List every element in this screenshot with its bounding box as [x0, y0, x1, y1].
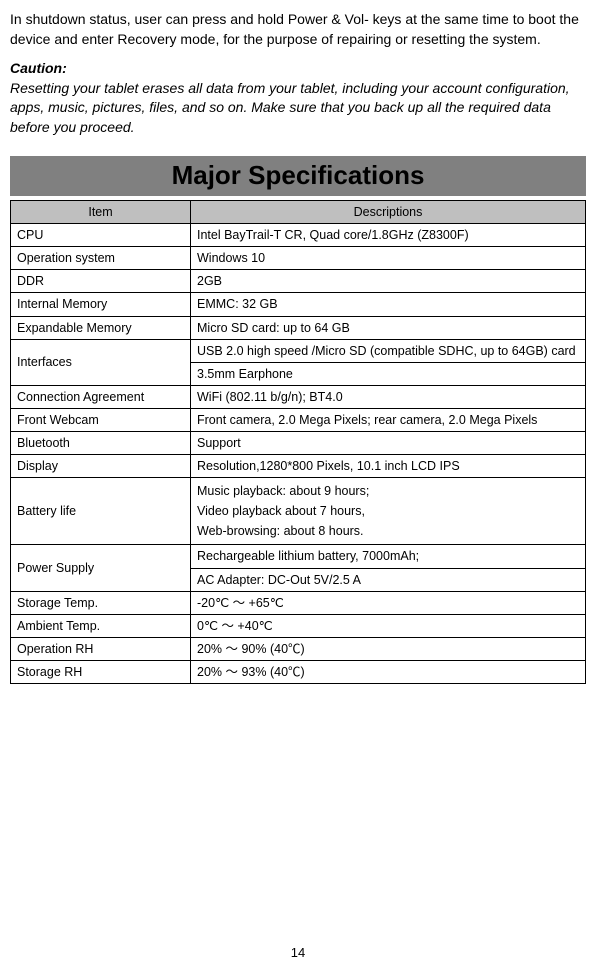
- cell-desc: Rechargeable lithium battery, 7000mAh;: [191, 545, 586, 568]
- table-row: Internal Memory EMMC: 32 GB: [11, 293, 586, 316]
- cell-item: Interfaces: [11, 339, 191, 385]
- table-row: Battery life Music playback: about 9 hou…: [11, 478, 586, 545]
- cell-item: Operation system: [11, 247, 191, 270]
- cell-desc: 20% ～ 93% (40℃): [191, 661, 586, 684]
- table-row: Interfaces USB 2.0 high speed /Micro SD …: [11, 339, 586, 362]
- cell-item: Storage Temp.: [11, 591, 191, 614]
- cell-desc: WiFi (802.11 b/g/n); BT4.0: [191, 385, 586, 408]
- cell-desc: 3.5mm Earphone: [191, 362, 586, 385]
- battery-line: Video playback about 7 hours,: [197, 504, 365, 518]
- cell-item: Internal Memory: [11, 293, 191, 316]
- cell-item: Connection Agreement: [11, 385, 191, 408]
- cell-desc: Windows 10: [191, 247, 586, 270]
- table-row: Expandable Memory Micro SD card: up to 6…: [11, 316, 586, 339]
- cell-desc: Support: [191, 432, 586, 455]
- header-desc: Descriptions: [191, 200, 586, 223]
- cell-item: Bluetooth: [11, 432, 191, 455]
- cell-desc: Resolution,1280*800 Pixels, 10.1 inch LC…: [191, 455, 586, 478]
- table-row: Display Resolution,1280*800 Pixels, 10.1…: [11, 455, 586, 478]
- table-row: Storage Temp. -20℃ ～ +65℃: [11, 591, 586, 614]
- cell-item: Storage RH: [11, 661, 191, 684]
- table-row: Power Supply Rechargeable lithium batter…: [11, 545, 586, 568]
- cell-desc: USB 2.0 high speed /Micro SD (compatible…: [191, 339, 586, 362]
- table-row: Operation RH 20% ～ 90% (40℃): [11, 637, 586, 660]
- battery-line: Music playback: about 9 hours;: [197, 484, 369, 498]
- cell-desc: Micro SD card: up to 64 GB: [191, 316, 586, 339]
- table-row: Storage RH 20% ～ 93% (40℃): [11, 661, 586, 684]
- table-row: CPU Intel BayTrail-T CR, Quad core/1.8GH…: [11, 224, 586, 247]
- cell-desc: Intel BayTrail-T CR, Quad core/1.8GHz (Z…: [191, 224, 586, 247]
- specs-table: Item Descriptions CPU Intel BayTrail-T C…: [10, 200, 586, 684]
- cell-item: Power Supply: [11, 545, 191, 591]
- page-number: 14: [10, 944, 586, 972]
- cell-item: Expandable Memory: [11, 316, 191, 339]
- battery-line: Web-browsing: about 8 hours.: [197, 524, 364, 538]
- cell-desc: Music playback: about 9 hours; Video pla…: [191, 478, 586, 545]
- caution-label: Caution:: [10, 60, 67, 76]
- cell-desc: 20% ～ 90% (40℃): [191, 637, 586, 660]
- intro-paragraph: In shutdown status, user can press and h…: [10, 10, 586, 49]
- cell-desc: -20℃ ～ +65℃: [191, 591, 586, 614]
- table-row: Front Webcam Front camera, 2.0 Mega Pixe…: [11, 409, 586, 432]
- cell-desc: 2GB: [191, 270, 586, 293]
- caution-block: Caution: Resetting your tablet erases al…: [10, 59, 586, 137]
- cell-item: Ambient Temp.: [11, 614, 191, 637]
- header-item: Item: [11, 200, 191, 223]
- cell-item: Operation RH: [11, 637, 191, 660]
- cell-desc: EMMC: 32 GB: [191, 293, 586, 316]
- table-row: Ambient Temp. 0℃ ～ +40℃: [11, 614, 586, 637]
- cell-item: CPU: [11, 224, 191, 247]
- cell-desc: Front camera, 2.0 Mega Pixels; rear came…: [191, 409, 586, 432]
- table-row: DDR 2GB: [11, 270, 586, 293]
- cell-item: Display: [11, 455, 191, 478]
- cell-item: Battery life: [11, 478, 191, 545]
- table-row: Operation system Windows 10: [11, 247, 586, 270]
- cell-item: Front Webcam: [11, 409, 191, 432]
- cell-item: DDR: [11, 270, 191, 293]
- section-title: Major Specifications: [10, 156, 586, 196]
- caution-text: Resetting your tablet erases all data fr…: [10, 79, 586, 138]
- cell-desc: 0℃ ～ +40℃: [191, 614, 586, 637]
- table-row: Connection Agreement WiFi (802.11 b/g/n)…: [11, 385, 586, 408]
- table-header-row: Item Descriptions: [11, 200, 586, 223]
- cell-desc: AC Adapter: DC-Out 5V/2.5 A: [191, 568, 586, 591]
- table-row: Bluetooth Support: [11, 432, 586, 455]
